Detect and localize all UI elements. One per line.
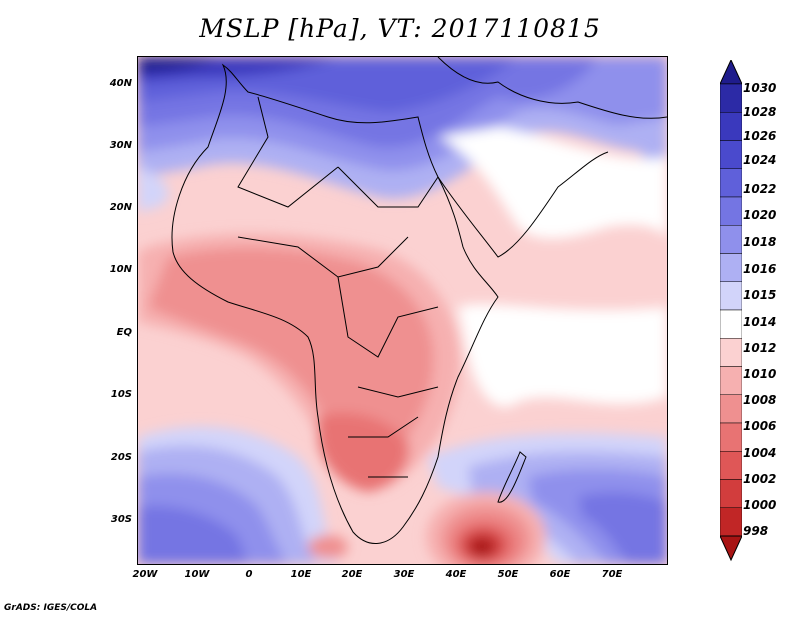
colorbar-label: 1016 [743,262,777,276]
colorbar-label: 1014 [743,315,777,329]
colorbar-label: 1002 [743,472,777,486]
colorbar-label: 1004 [743,446,777,460]
colorbar-label: 1006 [743,419,777,433]
colorbar-segment [720,479,742,508]
colorbar-segment [720,338,742,367]
colorbar-label: 1030 [743,81,777,95]
lat-label: 20N [109,202,132,213]
colorbar-segment [720,140,742,169]
colorbar-segment [720,112,742,141]
colorbar-segment [720,451,742,480]
colorbar-label: 1018 [743,235,777,249]
lat-label: EQ [116,327,132,338]
colorbar-segment [720,168,742,198]
colorbar-segments [720,83,742,537]
lat-label: 30N [109,140,132,151]
colorbar-segment [720,309,742,339]
lat-label: 10N [109,264,132,275]
lon-label: 30E [393,569,415,580]
colorbar-segment [720,422,742,452]
lon-label: 10W [184,569,210,580]
lon-label: 0 [245,569,253,580]
coastlines [171,57,667,544]
lon-label: 40E [445,569,467,580]
map-title: MSLP [hPa], VT: 2017110815 [199,14,601,43]
lat-label: 20S [110,452,132,463]
colorbar-label: 1010 [743,367,777,381]
footer-credit: GrADS: IGES/COLA [4,603,98,613]
colorbar-label: 1022 [743,182,777,196]
colorbar-segment [720,366,742,395]
colorbar-label: 1008 [743,393,777,407]
lon-label: 20E [341,569,363,580]
lon-label: 50E [497,569,519,580]
lon-label: 60E [549,569,571,580]
pressure-map [137,56,668,565]
colorbar-label: 1020 [743,208,777,222]
lat-label: 40N [109,78,132,89]
colorbar-segment [720,507,742,537]
colorbar-label: 998 [743,524,769,538]
colorbar-segment [720,281,742,311]
colorbar [720,60,742,562]
colorbar-label: 1026 [743,129,777,143]
colorbar-segment [720,253,742,282]
colorbar-label: 1028 [743,105,777,119]
colorbar-segment [720,83,742,113]
lon-label: 70E [601,569,623,580]
lon-label: 10E [290,569,312,580]
colorbar-segment [720,225,742,254]
colorbar-label: 1024 [743,153,777,167]
lat-label: 30S [110,514,132,525]
colorbar-label: 1000 [743,498,777,512]
colorbar-top-arrow [720,60,742,85]
pressure-contours [138,57,667,564]
lat-label: 10S [110,389,132,400]
pressure-field-svg [138,57,667,564]
lon-label: 20W [132,569,158,580]
colorbar-segment [720,196,742,226]
colorbar-label: 1012 [743,341,777,355]
colorbar-segment [720,394,742,424]
colorbar-bottom-arrow [720,535,742,562]
colorbar-label: 1015 [743,288,777,302]
